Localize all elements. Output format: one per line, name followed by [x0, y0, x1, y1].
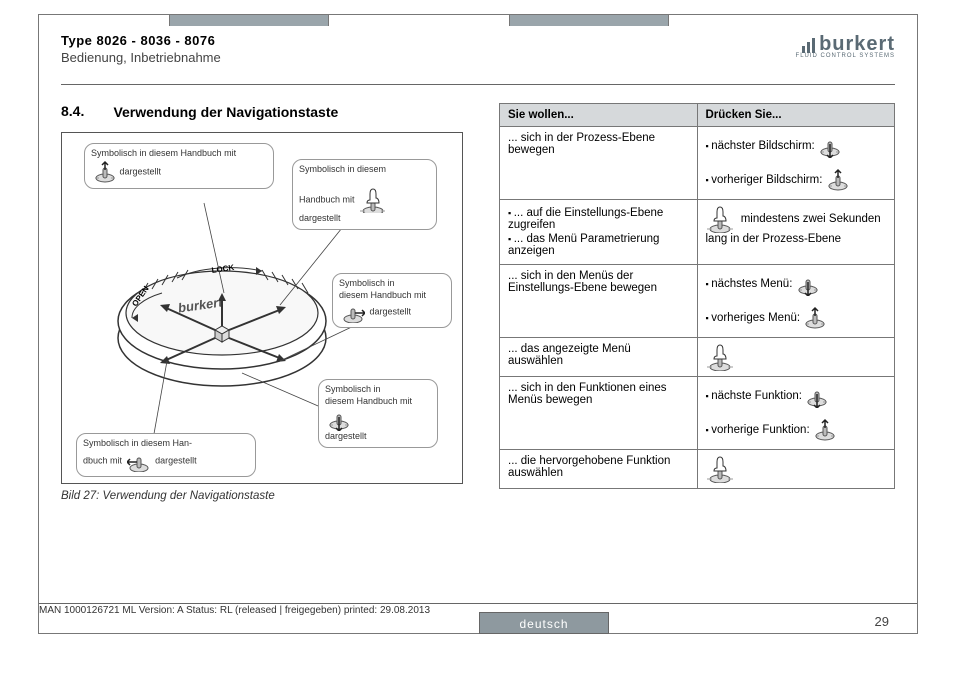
callout-up: Symbolisch in diesem Handbuch mit darges… — [84, 143, 274, 189]
section-title: Verwendung der Navigationstaste — [113, 103, 433, 122]
header-left: Type 8026 - 8036 - 8076 Bedienung, Inbet… — [61, 33, 221, 65]
callout-right: Symbolisch in diesem Handbuch mit darges… — [332, 273, 452, 328]
joystick-press-icon — [706, 205, 734, 233]
joystick-up-icon — [813, 418, 835, 442]
table-head-left: Sie wollen... — [500, 104, 698, 127]
language-tab: deutsch — [479, 612, 609, 634]
table-row: ... auf die Einstellungs-Ebene zugreifen… — [500, 200, 895, 265]
table-row: ... die hervorgehobene Funktion auswähle… — [500, 450, 895, 489]
burkert-logo: burkert FLUID CONTROL SYSTEMS — [796, 33, 895, 59]
page-header: Type 8026 - 8036 - 8076 Bedienung, Inbet… — [61, 25, 895, 85]
table-row: ... das angezeigte Menü auswählen — [500, 338, 895, 377]
table-row: ... sich in den Menüs der Einstellungs-E… — [500, 265, 895, 338]
joystick-press-icon — [359, 187, 385, 213]
section-number: 8.4. — [61, 103, 109, 119]
type-line: Type 8026 - 8036 - 8076 — [61, 33, 221, 48]
callout-down: Symbolisch in diesem Handbuch mit darges… — [318, 379, 438, 448]
navigation-table: Sie wollen... Drücken Sie... ... sich in… — [499, 103, 895, 489]
callout-press: Symbolisch in diesem Handbuch mit darges… — [292, 159, 437, 230]
joystick-right-icon — [341, 301, 365, 323]
figure-27: LOCK OPEN burkert — [61, 132, 463, 484]
logo-text: burkert — [819, 33, 895, 55]
joystick-down-icon — [796, 272, 818, 296]
left-column: 8.4. Verwendung der Navigationstaste — [61, 103, 481, 593]
table-row: ... sich in der Prozess-Ebene bewegen nä… — [500, 127, 895, 200]
right-column: Sie wollen... Drücken Sie... ... sich in… — [499, 103, 895, 593]
page-number: 29 — [875, 614, 889, 629]
joystick-down-icon — [818, 134, 840, 158]
document-page: Type 8026 - 8036 - 8076 Bedienung, Inbet… — [38, 14, 918, 634]
joystick-down-icon — [805, 384, 827, 408]
joystick-press-icon — [706, 343, 734, 371]
logo-subtext: FLUID CONTROL SYSTEMS — [796, 53, 895, 59]
device-illustration: LOCK OPEN burkert — [112, 243, 332, 393]
footer-metadata: MAN 1000126721 ML Version: A Status: RL … — [39, 605, 430, 616]
joystick-down-icon — [327, 407, 349, 431]
joystick-press-icon — [706, 455, 734, 483]
joystick-up-icon — [803, 306, 825, 330]
callout-left: Symbolisch in diesem Han- dbuch mit darg… — [76, 433, 256, 477]
header-subtitle: Bedienung, Inbetriebnahme — [61, 50, 221, 65]
table-head-right: Drücken Sie... — [697, 104, 895, 127]
joystick-up-icon — [826, 168, 848, 192]
table-row: ... sich in den Funktionen eines Menüs b… — [500, 377, 895, 450]
joystick-up-icon — [93, 160, 115, 184]
joystick-left-icon — [127, 450, 151, 472]
content-area: 8.4. Verwendung der Navigationstaste — [61, 103, 895, 593]
figure-caption: Bild 27: Verwendung der Navigationstaste — [61, 490, 481, 502]
